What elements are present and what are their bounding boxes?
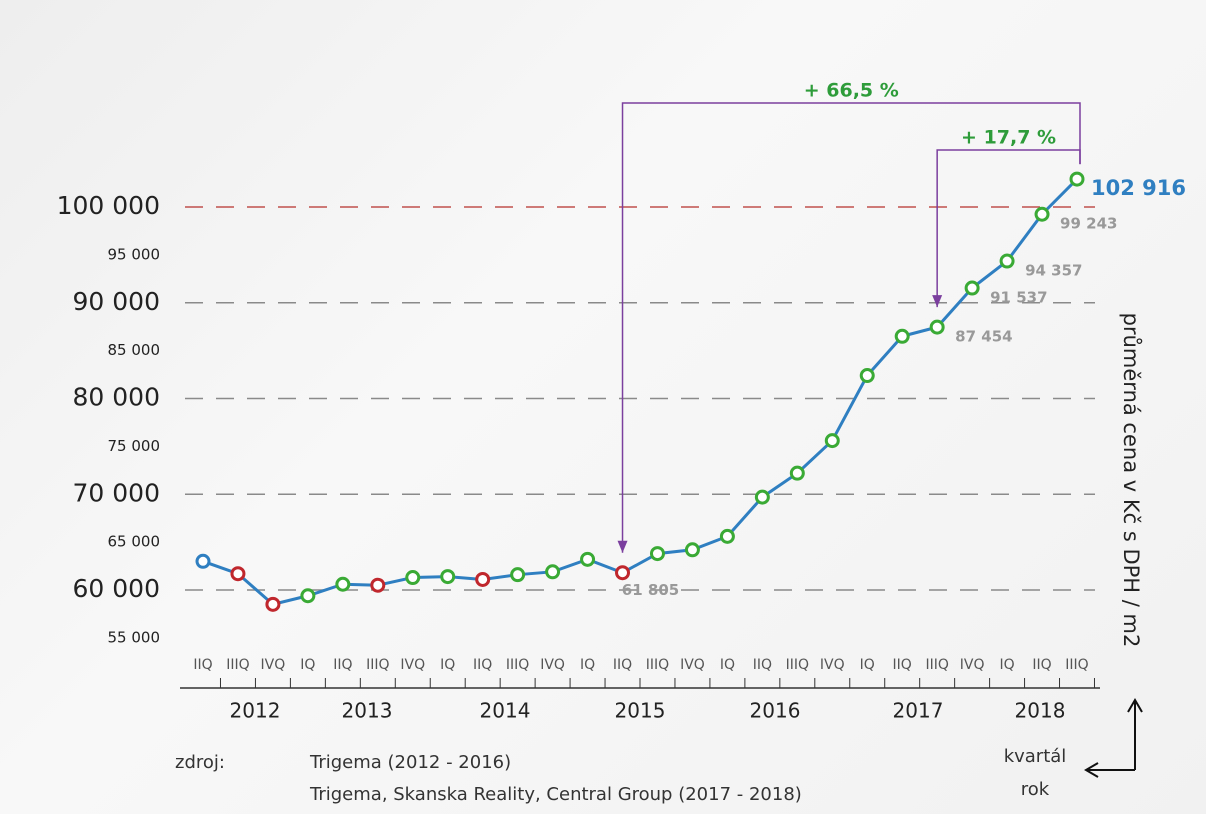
point	[649, 546, 665, 562]
y-tick-label: 55 000	[108, 628, 161, 646]
point	[440, 569, 456, 585]
point	[335, 576, 351, 592]
x-tick-label: IQ	[300, 657, 315, 673]
year-label: 2018	[1015, 699, 1066, 723]
x-tick-label: IIIQ	[226, 657, 249, 673]
x-tick-label: IIQ	[893, 657, 912, 673]
point	[824, 433, 840, 449]
year-label: 2014	[480, 699, 531, 723]
y-tick-label: 95 000	[108, 245, 161, 263]
annotation-bracket	[621, 102, 1081, 553]
value-label: 99 243	[1060, 215, 1117, 233]
point	[475, 571, 491, 587]
x-tick-label: IVQ	[820, 657, 845, 673]
point	[719, 528, 735, 544]
point	[894, 328, 910, 344]
x-tick-label: IVQ	[261, 657, 286, 673]
line	[202, 178, 1079, 607]
value-label: 94 357	[1025, 262, 1082, 280]
value-label: 102 916	[1091, 176, 1186, 200]
x-tick-label: IIIQ	[366, 657, 389, 673]
x-tick-label: IIQ	[193, 657, 212, 673]
y-tick-label: 90 000	[73, 287, 160, 316]
x-tick-label: IIQ	[613, 657, 632, 673]
value-label: 61 805	[622, 581, 679, 599]
point	[964, 280, 980, 296]
point	[859, 368, 875, 384]
point	[789, 465, 805, 481]
point	[615, 565, 631, 581]
x-tick-label: IIQ	[1032, 657, 1051, 673]
source: Trigema, Skanska Reality, Central Group …	[309, 784, 802, 805]
x-tick-label: IIIQ	[1065, 657, 1088, 673]
y-tick-label: 75 000	[108, 437, 161, 455]
x-tick-label: IQ	[720, 657, 735, 673]
point	[999, 253, 1015, 269]
x-tick-label: IQ	[580, 657, 595, 673]
source-label: zdroj:	[175, 752, 225, 773]
annotation-text: + 66,5 %	[804, 80, 899, 102]
annotation-bracket	[936, 149, 1081, 308]
x-tick-label: IIIQ	[925, 657, 948, 673]
x-tick-label: IIIQ	[786, 657, 809, 673]
point	[510, 567, 526, 583]
annotation-text: + 17,7 %	[961, 127, 1056, 149]
y-tick-label: 65 000	[108, 533, 161, 551]
point	[684, 542, 700, 558]
y-tick-label: 85 000	[108, 341, 161, 359]
point	[370, 577, 386, 593]
axis-legend: kvartál	[1004, 746, 1067, 767]
y-axis-label: průměrná cena v Kč s DPH / m2	[1119, 313, 1143, 648]
x-tick-label: IIIQ	[646, 657, 669, 673]
axis-legend: rok	[1021, 779, 1050, 800]
annotation-arrow	[617, 540, 628, 553]
source: Trigema (2012 - 2016)	[309, 752, 511, 773]
y-tick-label: 100 000	[57, 191, 160, 220]
axis-legend-arrows	[1084, 698, 1143, 778]
y-tick-label: 80 000	[73, 383, 160, 412]
year-label: 2016	[750, 699, 801, 723]
point	[929, 319, 945, 335]
point	[195, 553, 211, 569]
x-tick-label: IIQ	[753, 657, 772, 673]
point	[580, 551, 596, 567]
point	[265, 596, 281, 612]
point	[230, 566, 246, 582]
x-tick-label: IIIQ	[506, 657, 529, 673]
year-label: 2013	[342, 699, 393, 723]
point	[1069, 171, 1085, 187]
x-tick-label: IVQ	[960, 657, 985, 673]
x-tick-label: IVQ	[400, 657, 425, 673]
year-label: 2017	[893, 699, 944, 723]
value-label: 91 537	[990, 289, 1047, 307]
x-tick-label: IQ	[860, 657, 875, 673]
x-tick-label: IIQ	[333, 657, 352, 673]
x-tick-label: IIQ	[473, 657, 492, 673]
x-tick-label: IVQ	[680, 657, 705, 673]
value-label: 87 454	[955, 328, 1012, 346]
x-tick-label: IVQ	[540, 657, 565, 673]
point	[1034, 206, 1050, 222]
x-tick-label: IQ	[1000, 657, 1015, 673]
point	[405, 570, 421, 586]
point	[754, 489, 770, 505]
y-tick-label: 60 000	[73, 574, 160, 603]
x-tick-label: IQ	[440, 657, 455, 673]
point	[300, 588, 316, 604]
point	[545, 564, 561, 580]
annotation-arrow	[932, 295, 943, 308]
year-label: 2015	[615, 699, 666, 723]
y-tick-label: 70 000	[73, 478, 160, 507]
year-label: 2012	[230, 699, 281, 723]
